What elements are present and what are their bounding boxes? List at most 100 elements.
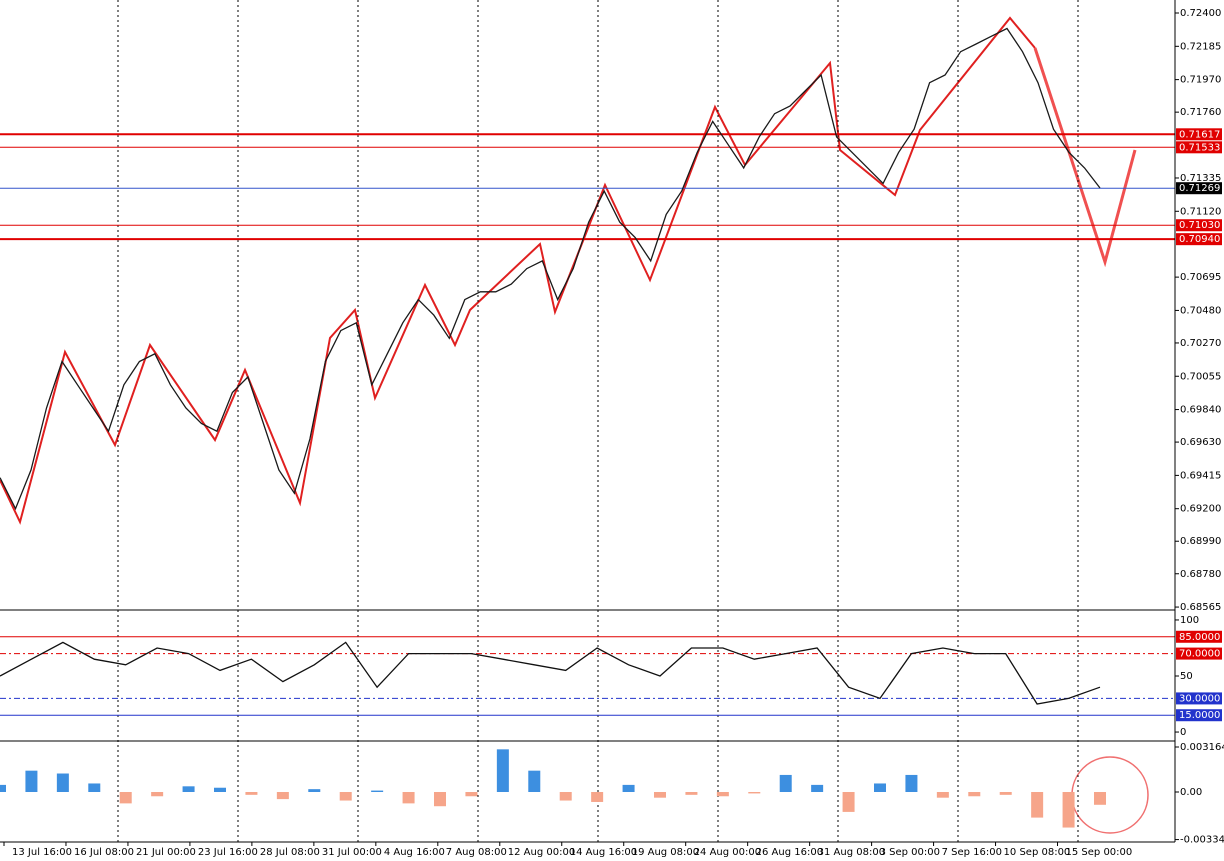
x-tick-label: 7 Aug 08:00	[446, 847, 507, 858]
y-tick-label: 0.72400	[1180, 8, 1221, 19]
histogram-bar	[936, 792, 949, 798]
histogram-bar	[88, 783, 101, 792]
y-tick-label: 0.0031642	[1180, 742, 1224, 753]
y-tick-label: 0.70695	[1180, 272, 1221, 283]
histogram-bar	[465, 792, 478, 797]
histogram-bar	[622, 784, 635, 792]
histogram-bar	[748, 792, 761, 794]
price-line	[0, 641, 1101, 705]
histogram-bar	[434, 792, 446, 807]
y-tick-label: 0.71760	[1180, 107, 1221, 118]
histogram-bar	[968, 792, 981, 797]
y-tick-label: 0.69200	[1180, 504, 1221, 515]
histogram-bar	[308, 789, 321, 792]
level-label: 15.0000	[1179, 710, 1220, 721]
x-tick-label: 15 Sep 00:00	[1066, 847, 1133, 858]
y-tick-label: 0.71335	[1180, 173, 1221, 184]
level-label-box	[1176, 692, 1222, 705]
level-label-box	[1176, 647, 1222, 660]
histogram-bar	[716, 792, 729, 797]
y-tick-label: 50	[1180, 671, 1193, 682]
histogram-bar	[0, 784, 6, 792]
histogram-bar	[874, 783, 886, 792]
histogram-bar	[496, 749, 509, 792]
level-label-box	[1176, 182, 1222, 195]
level-label: 30.0000	[1179, 693, 1220, 704]
x-tick-label: 16 Jul 08:00	[74, 847, 134, 858]
histogram-bar	[56, 773, 69, 792]
x-tick-label: 12 Aug 00:00	[508, 847, 575, 858]
level-label: 0.71269	[1179, 183, 1220, 194]
level-label-box	[1176, 233, 1222, 246]
y-tick-label: 0.69415	[1180, 470, 1221, 481]
y-tick-label: 0.69840	[1180, 405, 1221, 416]
histogram-bar	[214, 787, 226, 792]
level-label: 0.71533	[1179, 142, 1220, 153]
histogram-bar	[1062, 792, 1075, 828]
histogram-bar	[182, 786, 195, 792]
x-tick-label: 19 Aug 08:00	[632, 847, 699, 858]
histogram-bar	[905, 774, 918, 792]
level-label: 0.70940	[1179, 234, 1220, 245]
level-label: 85.0000	[1179, 632, 1220, 643]
y-tick-label: 0	[1180, 727, 1186, 738]
x-tick-label: 14 Aug 16:00	[570, 847, 637, 858]
forecast-arrow	[1033, 47, 1137, 268]
y-tick-label: -0.003345	[1180, 835, 1224, 846]
level-label: 0.71617	[1179, 129, 1220, 140]
histogram-bar	[402, 792, 415, 804]
x-tick-label: 10 Sep 08:00	[1004, 847, 1071, 858]
level-label: 0.71030	[1179, 220, 1220, 231]
histogram-bar	[654, 792, 666, 798]
level-label: 70.0000	[1179, 649, 1220, 660]
x-tick-label: 7 Sep 16:00	[942, 847, 1002, 858]
x-tick-label: 4 Aug 16:00	[384, 847, 445, 858]
histogram-bar	[685, 792, 698, 795]
histogram-bar	[339, 792, 352, 801]
y-tick-label: 0.68990	[1180, 536, 1221, 547]
y-tick-label: 0.00	[1180, 787, 1202, 798]
histogram-bar	[245, 792, 258, 795]
level-label-box	[1176, 128, 1222, 141]
y-tick-label: 0.70480	[1180, 305, 1221, 316]
x-tick-label: 23 Jul 16:00	[198, 847, 258, 858]
x-tick-label: 26 Aug 16:00	[756, 847, 823, 858]
y-tick-label: 0.71120	[1180, 206, 1221, 217]
price-line	[0, 27, 1101, 511]
histogram-bar	[842, 792, 855, 812]
level-label-box	[1176, 709, 1222, 722]
y-tick-label: 0.69630	[1180, 437, 1221, 448]
level-label-box	[1176, 630, 1222, 643]
x-tick-label: 24 Aug 00:00	[694, 847, 761, 858]
histogram-bar	[371, 790, 384, 792]
histogram-bar	[779, 774, 792, 792]
x-tick-label: 21 Jul 00:00	[136, 847, 196, 858]
x-tick-label: 31 Jul 00:00	[322, 847, 382, 858]
histogram-bar	[1094, 792, 1106, 805]
level-label-box	[1176, 141, 1222, 154]
y-tick-label: 0.72185	[1180, 41, 1221, 52]
x-tick-label: 28 Jul 08:00	[260, 847, 320, 858]
y-tick-label: 0.70055	[1180, 371, 1221, 382]
histogram-bar	[276, 792, 289, 800]
histogram-bar	[119, 792, 132, 804]
y-tick-label: 0.68565	[1180, 602, 1221, 613]
x-tick-label: 13 Jul 16:00	[12, 847, 72, 858]
x-tick-label: 3 Sep 00:00	[880, 847, 940, 858]
histogram-bar	[591, 792, 604, 802]
histogram-bar	[25, 770, 38, 792]
histogram-bar	[528, 770, 541, 792]
y-tick-label: 100	[1180, 615, 1199, 626]
histogram-bar	[1031, 792, 1044, 818]
y-tick-label: 0.70270	[1180, 338, 1221, 349]
histogram-bar	[999, 792, 1012, 795]
y-tick-label: 0.71970	[1180, 75, 1221, 86]
histogram-bar	[811, 784, 824, 792]
x-tick-label: 31 Aug 08:00	[818, 847, 885, 858]
histogram-bar	[151, 792, 164, 797]
level-label-box	[1176, 219, 1222, 232]
y-tick-label: 0.68780	[1180, 569, 1221, 580]
